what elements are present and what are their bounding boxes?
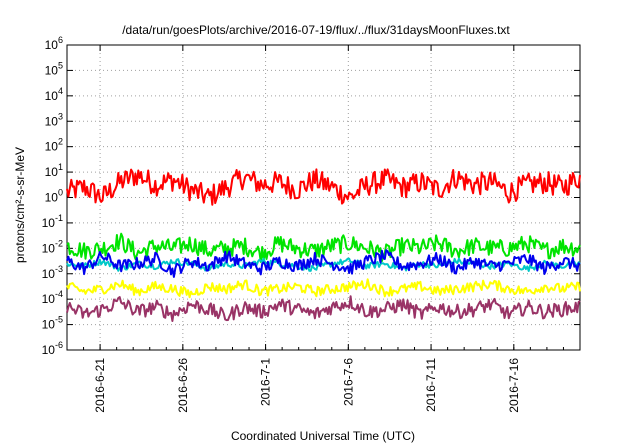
y-tick-label: 10-3 xyxy=(42,264,63,281)
x-tick-label: 2016-6-26 xyxy=(176,358,190,413)
x-tick-label: 2016-7-6 xyxy=(341,358,355,406)
series-line-green xyxy=(66,232,581,263)
series-line-purple xyxy=(66,295,581,322)
y-tick-label: 101 xyxy=(45,162,63,179)
grid xyxy=(67,45,580,350)
chart-title: /data/run/goesPlots/archive/2016-07-19/f… xyxy=(122,23,510,37)
series-line-red xyxy=(66,168,581,206)
y-axis-ticks: 10-6 10-5 10-4 10-3 10-2 10-1 100 101 102 103 104 1… xyxy=(42,35,580,357)
y-tick-label: 10-5 xyxy=(42,315,63,332)
x-tick-label: 2016-7-16 xyxy=(507,358,521,413)
x-axis-label: Coordinated Universal Time (UTC) xyxy=(231,429,415,443)
x-tick-label: 2016-7-11 xyxy=(424,358,438,412)
x-tick-label: 2016-7-1 xyxy=(259,358,273,406)
series-line-cyan xyxy=(66,257,581,272)
y-tick-label: 10-2 xyxy=(42,238,63,255)
y-tick-label: 105 xyxy=(45,60,63,77)
y-tick-label: 10-6 xyxy=(42,340,63,357)
y-tick-label: 102 xyxy=(45,137,63,154)
y-tick-label: 100 xyxy=(45,188,63,205)
y-tick-label: 104 xyxy=(45,86,63,103)
series-line-blue xyxy=(66,249,581,278)
y-tick-label: 103 xyxy=(45,111,63,128)
y-axis-label: protons/cm²-s-sr-MeV xyxy=(13,147,27,263)
y-tick-label: 10-4 xyxy=(42,289,63,306)
x-axis-ticks: 2016-6-21 2016-6-26 2016-7-1 2016-7-6 2016-7… xyxy=(66,45,581,413)
series-line-yellow xyxy=(66,278,581,299)
series-lines xyxy=(66,168,581,322)
x-tick-label: 2016-6-21 xyxy=(93,358,107,413)
y-tick-label: 10-1 xyxy=(42,213,63,230)
y-tick-label: 106 xyxy=(45,35,63,52)
